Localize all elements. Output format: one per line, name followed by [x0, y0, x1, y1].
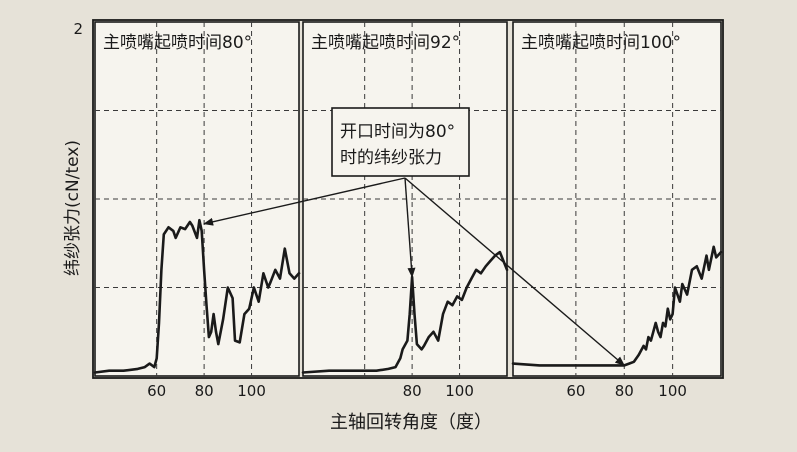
x-tick-label: 100: [445, 382, 474, 400]
plot-frame: [92, 19, 724, 379]
panel-3: 60 80 100 主喷嘴起喷时间100°: [511, 21, 723, 400]
panels-layer: 60 80 100 主喷嘴起喷时间80° 80 100 主喷嘴起喷时间92° 60 80 100 主…: [92, 19, 724, 400]
tension-curve: [301, 250, 509, 374]
annotation-arrow: [404, 177, 416, 278]
y-axis-top-tick-label: 2: [73, 20, 83, 38]
annotation-line-2: 时的纬纱张力: [340, 148, 442, 168]
annotation-line-1: 开口时间为80°: [340, 122, 455, 142]
annotation-arrow: [404, 177, 626, 367]
tension-curve: [511, 245, 723, 367]
y-axis-label: 纬纱张力(cN/tex): [63, 140, 83, 276]
tension-curve: [93, 218, 301, 374]
annotation-arrow: [203, 177, 406, 226]
annotation: 开口时间为80° 时的纬纱张力: [203, 107, 626, 367]
panel-title: 主喷嘴起喷时间92°: [311, 33, 460, 53]
x-tick-label: 80: [403, 382, 422, 400]
x-axis-label: 主轴回转角度（度）: [330, 412, 492, 433]
panel-2: 80 100 主喷嘴起喷时间92°: [301, 21, 509, 400]
panel-title: 主喷嘴起喷时间100°: [521, 33, 681, 53]
x-tick-label: 100: [658, 382, 687, 400]
x-tick-label: 60: [566, 382, 585, 400]
panel-1: 60 80 100 主喷嘴起喷时间80°: [93, 21, 301, 400]
x-tick-label: 100: [237, 382, 266, 400]
x-tick-label: 80: [615, 382, 634, 400]
annotation-box: [331, 107, 470, 177]
x-tick-label: 80: [195, 382, 214, 400]
panel-frame: [94, 21, 300, 377]
x-tick-label: 60: [147, 382, 166, 400]
panel-title: 主喷嘴起喷时间80°: [103, 33, 252, 53]
